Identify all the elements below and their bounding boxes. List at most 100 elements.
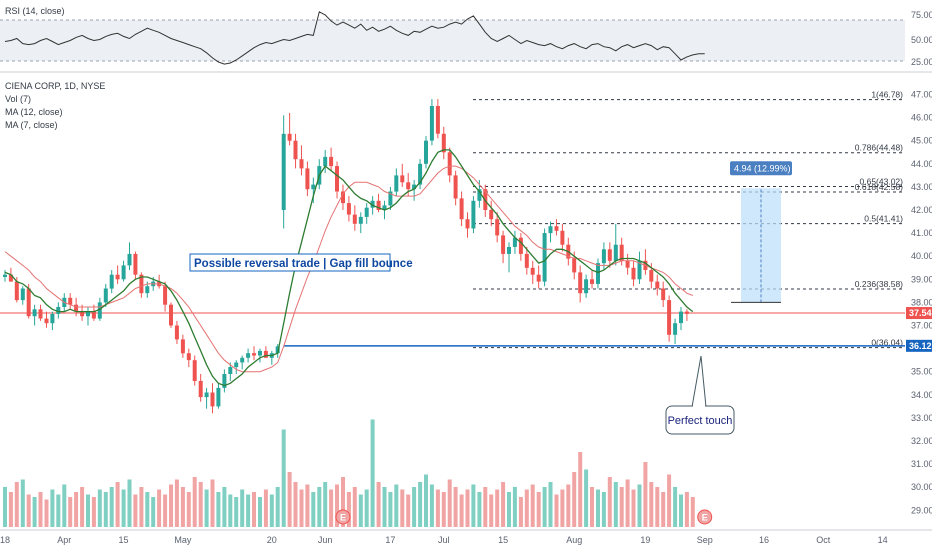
candle-body (139, 274, 144, 294)
time-tick-label: Oct (816, 535, 831, 545)
gap-price-badge-text: 36.12 (909, 341, 932, 351)
volume-bar (554, 494, 559, 527)
candle-body (352, 214, 357, 224)
candle-body (459, 198, 464, 220)
price-tick-label: 42.00 (911, 205, 932, 215)
callout-text: Perfect touch (668, 415, 733, 427)
volume-bar (317, 487, 322, 527)
last-price-badge: 37.54 (906, 307, 932, 320)
volume-bar (625, 479, 630, 527)
volume-bar (412, 487, 417, 527)
candle-body (489, 210, 494, 220)
volume-bar (32, 497, 37, 527)
volume-bar (228, 494, 233, 527)
time-tick-label: Sep (697, 535, 713, 545)
candle-body (530, 267, 535, 275)
volume-bar (204, 489, 209, 527)
volume-bar (115, 482, 120, 527)
indicator-ma12[interactable]: MA (12, close) (5, 107, 63, 117)
candle-body (174, 325, 179, 340)
symbol-label[interactable]: CIENA CORP, 1D, NYSE (5, 81, 105, 91)
candle-body (572, 258, 577, 273)
fib-level-label: 0.786(44.48) (855, 143, 903, 153)
perfect-touch-callout[interactable]: Perfect touch (665, 355, 735, 435)
price-axis[interactable]: 47.00 46.00 45.00 44.00 43.00 42.00 41.00 40.00… (911, 90, 932, 516)
candle-body (68, 297, 73, 305)
candle-body (281, 133, 286, 210)
volume-bar (346, 492, 351, 527)
volume-bar (607, 477, 612, 527)
volume-bar (477, 492, 482, 527)
candle-body (376, 200, 381, 210)
candle-body (394, 175, 399, 192)
volume-bar (631, 489, 636, 527)
volume-bar (169, 484, 173, 527)
candle-body (578, 272, 583, 294)
rsi-tick-label: 25.00 (911, 57, 932, 67)
volume-bar (133, 494, 138, 527)
volume-bar (536, 492, 541, 527)
volume-bar (163, 494, 168, 527)
time-tick-label: 15 (119, 535, 129, 545)
volume-bar (370, 419, 375, 527)
measure-label-box (730, 161, 792, 176)
volume-bar (222, 487, 227, 527)
rsi-label: RSI (14, close) (5, 6, 65, 16)
price-tick-label: 39.00 (911, 274, 932, 284)
fib-level-label: 0(36.04) (871, 338, 903, 348)
time-tick-label: 20 (267, 535, 277, 545)
volume-bar (145, 492, 150, 527)
volume-bar (20, 479, 25, 527)
price-tick-label: 46.00 (911, 113, 932, 123)
earnings-marker-label: E (702, 513, 708, 523)
volume-bar (293, 482, 298, 527)
volume-bar (62, 484, 67, 527)
time-axis[interactable]: 18Apr15May20Jun17Jul15Aug19Sep16Oct14Nov… (0, 535, 932, 545)
candle-body (447, 152, 452, 176)
price-tick-label: 34.00 (911, 390, 932, 400)
time-tick-label: May (174, 535, 192, 545)
volume-bar (530, 484, 535, 527)
volume-bar (684, 492, 689, 527)
price-tick-label: 32.00 (911, 436, 932, 446)
rsi-tick-label: 50.00 (911, 35, 932, 45)
volume-bar (281, 429, 286, 527)
indicator-vol[interactable]: Vol (7) (5, 94, 31, 104)
candle-body (418, 163, 423, 185)
candle-body (661, 288, 666, 301)
candle-body (400, 175, 405, 183)
candle-body (299, 159, 304, 169)
volume-bar (459, 494, 464, 527)
indicator-ma7[interactable]: MA (7, close) (5, 120, 58, 130)
volume-bar (400, 489, 405, 527)
time-tick-label: 17 (385, 535, 395, 545)
candle-body (192, 360, 197, 381)
time-tick-label: 15 (498, 535, 508, 545)
candle-body (56, 307, 61, 314)
candle-body (145, 286, 150, 294)
price-tick-label: 31.00 (911, 459, 932, 469)
volume-bar (263, 489, 268, 527)
gap-price-badge: 36.12 (906, 339, 932, 352)
candle-body (14, 281, 19, 301)
candle-body (471, 200, 476, 229)
volume-bar (542, 487, 547, 527)
candle-body (263, 350, 268, 358)
volume-bar (524, 489, 529, 527)
volume-bar (50, 489, 55, 527)
candle-body (406, 182, 411, 190)
candle-body (293, 140, 298, 160)
volume-bar (3, 487, 7, 527)
reversal-annotation[interactable]: Possible reversal trade | Gap fill bounc… (189, 253, 413, 272)
candle-body (667, 300, 672, 335)
candle-body (346, 203, 351, 215)
earnings-marker (697, 509, 713, 525)
candle-body (115, 274, 120, 280)
candle-body (619, 244, 624, 261)
candle-body (465, 219, 470, 229)
last-price-badge-box (906, 307, 932, 320)
fib-level-label: 0.65(43.02) (860, 176, 904, 186)
candle-body (222, 374, 227, 388)
volume-bar (447, 479, 452, 527)
